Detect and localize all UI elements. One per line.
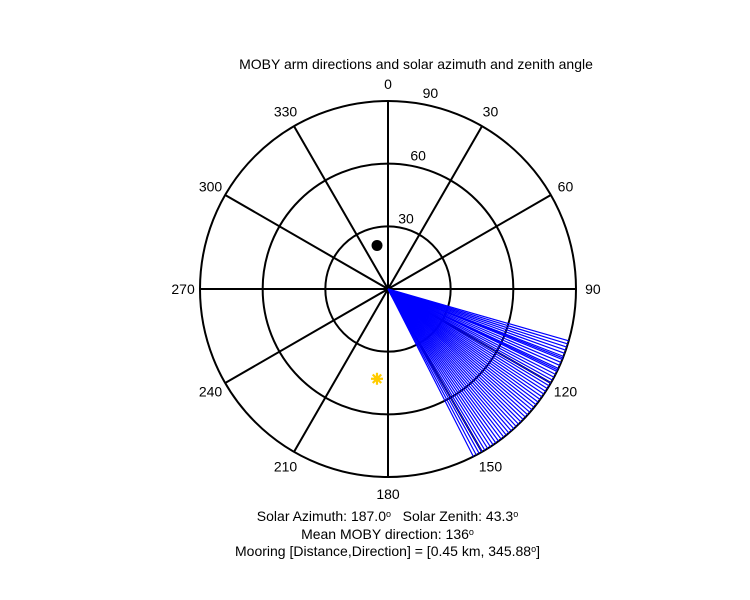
arm-direction-line	[387, 288, 474, 457]
angle-tick-label: 120	[554, 383, 578, 399]
radial-tick-label: 90	[423, 85, 439, 101]
degree-mark: o	[385, 509, 391, 519]
angle-tick-label: 90	[585, 281, 601, 297]
angle-tick-label: 210	[274, 458, 298, 474]
degree-mark: o	[513, 509, 519, 519]
angle-tick-labels: 0 30 60 90 120 150 180 210 240 270 300 330	[171, 76, 601, 502]
sun-star-center	[373, 375, 380, 382]
angle-tick-label: 330	[274, 104, 298, 120]
radial-tick-label: 60	[410, 148, 426, 164]
solar-caption: Solar Azimuth: 187.0o Solar Zenith: 43.3…	[0, 508, 750, 524]
mooring-label: Mooring [Distance,Direction] = [0.45 km,…	[235, 543, 532, 559]
angle-tick-label: 0	[384, 76, 392, 92]
radial-tick-label: 30	[398, 210, 414, 226]
angle-tick-label: 150	[479, 458, 503, 474]
mooring-suffix: ]	[536, 543, 540, 559]
angle-tick-label: 240	[199, 383, 223, 399]
radial-tick-labels: 30 60 90	[398, 85, 438, 226]
mean-direction-caption: Mean MOBY direction: 136o	[0, 526, 750, 542]
mean-direction-label: Mean MOBY direction: 136	[301, 526, 469, 542]
chart-title: MOBY arm directions and solar azimuth an…	[239, 56, 593, 72]
angle-tick-label: 300	[199, 179, 223, 195]
angle-tick-label: 30	[483, 104, 499, 120]
mooring-caption: Mooring [Distance,Direction] = [0.45 km,…	[0, 543, 750, 559]
mooring-marker	[371, 239, 383, 251]
solar-zenith-label: Solar Zenith: 43.3	[402, 508, 514, 524]
sun-star-marker	[370, 372, 383, 385]
angle-tick-label: 180	[376, 486, 400, 502]
markers	[370, 239, 383, 385]
moby-arm-lines	[387, 288, 569, 457]
solar-azimuth-label: Solar Azimuth: 187.0	[256, 508, 386, 524]
degree-mark: o	[531, 544, 537, 554]
angle-tick-label: 60	[558, 179, 574, 195]
degree-mark: o	[468, 527, 474, 537]
angle-tick-label: 270	[171, 281, 195, 297]
